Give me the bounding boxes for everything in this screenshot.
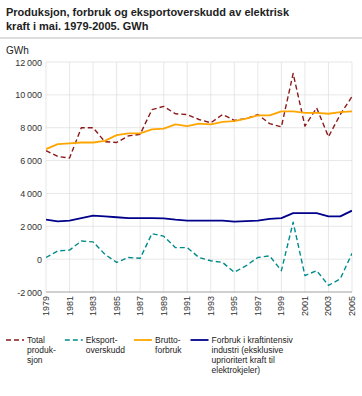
series-line [46, 211, 352, 222]
x-tick-label: 1985 [112, 296, 122, 316]
y-tick-label: -2 000 [17, 288, 42, 298]
legend-item: Totalproduk-sjon [6, 335, 56, 365]
x-grid-line [93, 62, 94, 292]
y-grid-line [46, 62, 352, 63]
series-line [46, 222, 352, 285]
x-tick-label: 1981 [65, 296, 75, 316]
y-tick-label: 6 000 [20, 156, 42, 166]
title: Produksjon, forbruk og eksportoverskudd … [6, 6, 290, 32]
legend-label: Totalproduk-sjon [27, 335, 56, 365]
title-rule [0, 38, 362, 39]
x-grid-line [328, 62, 329, 292]
y-grid-line [46, 226, 352, 227]
x-grid-line [210, 62, 211, 292]
x-tick-label: 1999 [276, 296, 286, 316]
x-tick-label: 1997 [253, 296, 263, 316]
legend-label: Forbruk i kraftintensivindustri (eksklus… [212, 335, 294, 375]
y-tick-label: 4 000 [20, 189, 42, 199]
y-tick-label: 8 000 [20, 123, 42, 133]
y-grid-line [46, 94, 352, 95]
series-line [46, 74, 352, 159]
x-tick-label: 1989 [159, 296, 169, 316]
x-tick-label: 2005 [347, 296, 357, 316]
grid [46, 62, 352, 292]
x-tick-label: 1987 [135, 296, 145, 316]
x-axis-line [46, 292, 352, 293]
x-tick-label: 1995 [229, 296, 239, 316]
x-grid-line [281, 62, 282, 292]
legend-item: Eksport-overskudd [65, 335, 125, 355]
legend-label: Brutto-forbruk [155, 335, 182, 355]
x-grid-line [116, 62, 117, 292]
x-grid-line [163, 62, 164, 292]
y-grid-line [46, 292, 352, 293]
legend-swatch [134, 339, 152, 341]
x-grid-line [234, 62, 235, 292]
x-tick-label: 1979 [41, 296, 51, 316]
x-tick-label: 1991 [182, 296, 192, 316]
y-tick-label: 0 [37, 255, 42, 265]
x-grid-line [69, 62, 70, 292]
x-tick-label: 2003 [323, 296, 333, 316]
y-axis-label: GWh [6, 45, 29, 56]
x-tick-label: 2001 [300, 296, 310, 316]
x-grid-line [187, 62, 188, 292]
x-tick-label: 1983 [88, 296, 98, 316]
legend-label: Eksport-overskudd [86, 335, 125, 355]
x-grid-line [352, 62, 353, 292]
series-group [46, 74, 352, 286]
chart: Produksjon, forbruk og eksportoverskudd … [0, 0, 362, 396]
legend-swatch [191, 339, 209, 341]
x-grid-line [304, 62, 305, 292]
y-tick-label: 12 000 [15, 58, 42, 68]
legend-swatch [65, 339, 83, 340]
y-grid-line [46, 193, 352, 194]
legend: Totalproduk-sjon Eksport-overskudd Brutto-… [6, 335, 294, 375]
legend-item: Brutto-forbruk [134, 335, 182, 355]
x-tick-label: 1993 [206, 296, 216, 316]
y-tick-label: 2 000 [20, 222, 42, 232]
series-line [46, 111, 352, 149]
legend-item: Forbruk i kraftintensivindustri (eksklus… [191, 335, 294, 375]
y-grid-line [46, 259, 352, 260]
y-grid-line [46, 160, 352, 161]
legend-swatch [6, 339, 24, 340]
y-tick-label: 10 000 [15, 90, 42, 100]
